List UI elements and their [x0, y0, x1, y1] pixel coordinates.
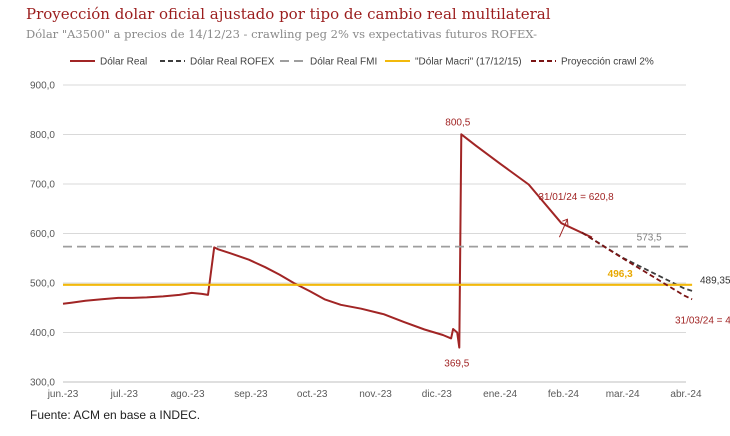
y-tick-label: 400,0 — [30, 328, 55, 339]
x-tick-label: dic.-23 — [422, 389, 452, 400]
series-line — [62, 133, 593, 349]
x-tick-label: mar.-24 — [606, 389, 640, 400]
annotation-label: 800,5 — [445, 117, 470, 128]
annotation-arrowhead — [562, 218, 569, 226]
annotation-label: 489,35 — [700, 275, 730, 286]
legend-entry: Dólar Real — [100, 57, 147, 68]
y-tick-label: 600,0 — [30, 229, 55, 240]
legend-entry: Proyección crawl 2% — [561, 57, 654, 68]
annotation-label: 31/01/24 = 620,8 — [538, 192, 614, 203]
y-tick-label: 300,0 — [30, 378, 55, 389]
x-tick-label: nov.-23 — [359, 389, 392, 400]
y-tick-label: 800,0 — [30, 130, 55, 141]
annotation-label: 369,5 — [444, 359, 469, 370]
y-tick-label: 700,0 — [30, 180, 55, 191]
y-tick-label: 500,0 — [30, 279, 55, 290]
x-tick-label: abr.-24 — [670, 389, 702, 400]
legend-entry: "Dólar Macri" (17/12/15) — [415, 57, 522, 68]
annotation-arrow — [558, 219, 568, 238]
legend-entry: Dólar Real FMI — [310, 57, 377, 68]
x-tick-label: oct.-23 — [297, 389, 328, 400]
x-tick-label: ene.-24 — [483, 389, 517, 400]
chart-source: Fuente: ACM en base a INDEC. — [30, 408, 201, 422]
legend-entry: Dólar Real ROFEX — [190, 57, 275, 68]
x-tick-label: ago.-23 — [171, 389, 205, 400]
x-tick-label: feb.-24 — [548, 389, 580, 400]
annotation-label: 496,3 — [608, 269, 633, 280]
annotation-label: 573,5 — [637, 233, 662, 244]
x-tick-label: jul.-23 — [110, 389, 139, 400]
x-tick-label: jun.-23 — [47, 389, 79, 400]
chart-subtitle: Dólar "A3500" a precios de 14/12/23 - cr… — [26, 27, 538, 41]
chart-title: Proyección dolar oficial ajustado por ti… — [26, 5, 551, 23]
y-tick-label: 900,0 — [30, 81, 55, 92]
series-line — [581, 231, 693, 301]
annotation-label: 31/03/24 = 474,86 — [675, 315, 730, 326]
x-tick-label: sep.-23 — [234, 389, 268, 400]
